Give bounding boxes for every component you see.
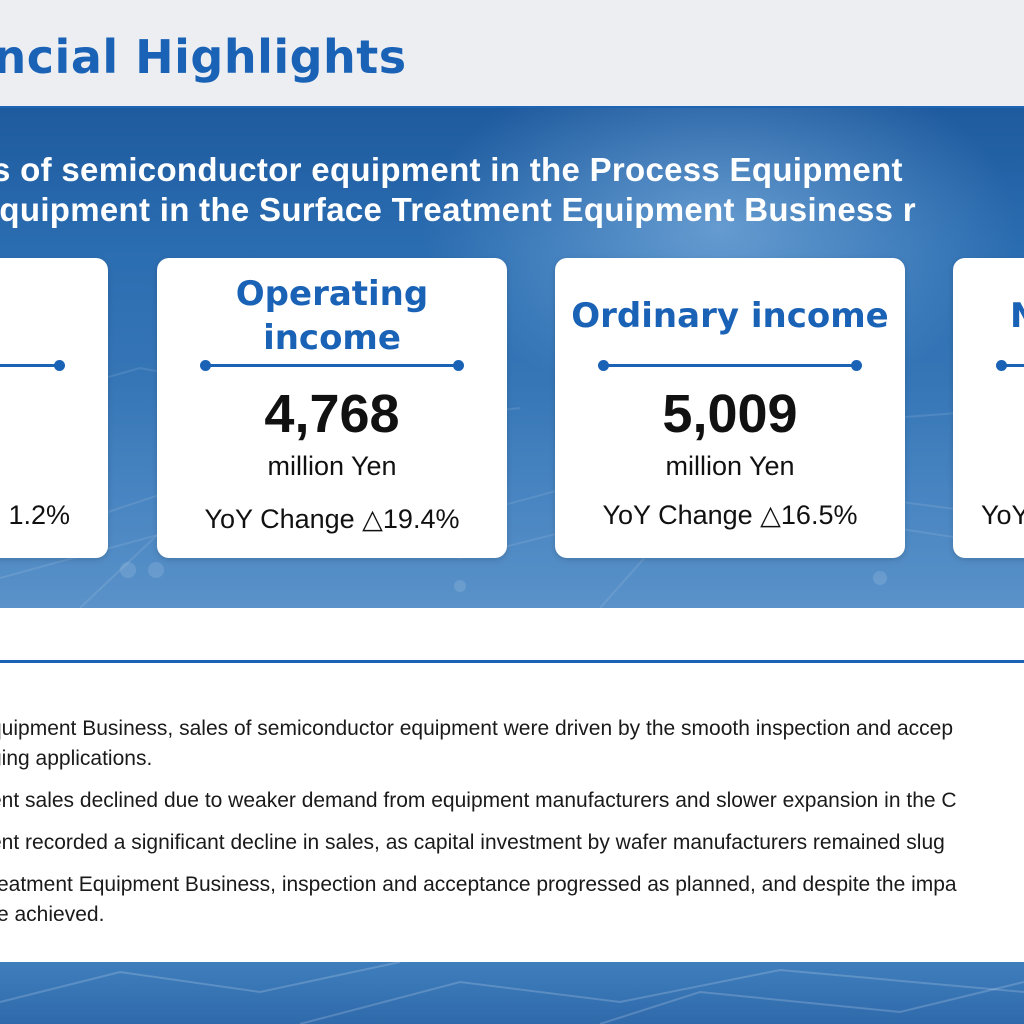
kpi-card-label-line: Operating (235, 274, 429, 314)
kpi-card-unit: million Yen (267, 451, 397, 481)
kpi-card-unit: million Yen (665, 451, 795, 481)
kpi-card-label: N (953, 294, 1024, 338)
note-line: ent recorded a significant decline in sa… (0, 831, 945, 854)
section-divider (0, 660, 1024, 663)
footer-band (0, 962, 1024, 1024)
page-title: ancial Highlights (0, 30, 407, 84)
kpi-card-divider (598, 360, 862, 371)
kpi-card-yoy: YoY Change △19.4% (204, 504, 460, 534)
note-item: reatment Equipment Business, inspection … (0, 870, 1024, 930)
page-header: ancial Highlights (0, 0, 1024, 108)
note-item: ent sales declined due to weaker demand … (0, 786, 1024, 816)
kpi-card-label: Operating income (157, 272, 507, 360)
kpi-card-label-line: income (263, 318, 401, 358)
kpi-card-net-income: N YoY (953, 258, 1024, 558)
hero-lead-line: t equipment in the Surface Treatment Equ… (0, 191, 916, 228)
note-line: quipment Business, sales of semiconducto… (0, 717, 954, 740)
kpi-card-net-sales: s 8 n 1.2% (0, 258, 108, 558)
note-line: re achieved. (0, 903, 105, 926)
highlights-hero-band: fits of semiconductor equipment in the P… (0, 108, 1024, 608)
kpi-card-divider (200, 360, 464, 371)
kpi-card-yoy: YoY Change △16.5% (602, 500, 858, 530)
note-item: ent recorded a significant decline in sa… (0, 828, 1024, 858)
note-line: ent sales declined due to weaker demand … (0, 789, 957, 812)
note-item: quipment Business, sales of semiconducto… (0, 714, 1024, 774)
circuit-pattern-footer (0, 962, 1024, 1024)
kpi-card-divider (996, 360, 1024, 371)
hero-lead-line: fits of semiconductor equipment in the P… (0, 151, 903, 188)
kpi-card-value: 5,009 (662, 384, 798, 444)
kpi-card-ordinary-income: Ordinary income 5,009 million Yen YoY Ch… (555, 258, 905, 558)
note-line: reatment Equipment Business, inspection … (0, 873, 957, 896)
kpi-card-value: 8 (0, 384, 108, 444)
kpi-card-value: 4,768 (264, 384, 400, 444)
kpi-card-label: Ordinary income (571, 296, 889, 336)
kpi-card-yoy: YoY (981, 500, 1024, 530)
hero-lead-text: fits of semiconductor equipment in the P… (0, 150, 916, 230)
kpi-card-unit: n (0, 450, 108, 482)
kpi-card-operating-income: Operating income 4,768 million Yen YoY C… (157, 258, 507, 558)
highlights-notes: quipment Business, sales of semiconducto… (0, 714, 1024, 942)
kpi-card-yoy: 1.2% (8, 500, 70, 530)
kpi-card-divider (0, 360, 65, 371)
note-line: ging applications. (0, 747, 153, 770)
kpi-card-label: s (0, 296, 108, 340)
